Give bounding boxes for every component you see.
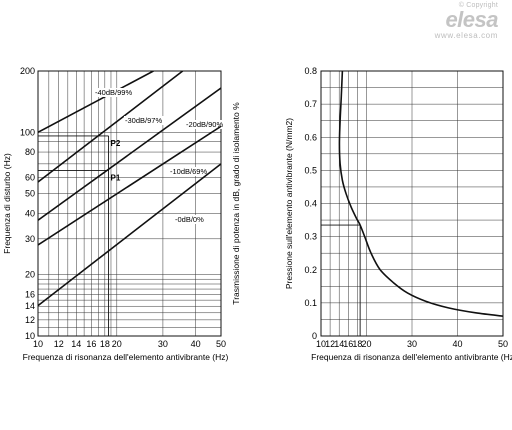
- website-url: www.elesa.com: [434, 31, 498, 40]
- series-label: -40dB/99%: [95, 88, 132, 97]
- y-tick-label: 0.8: [304, 66, 317, 76]
- y-tick-label: 80: [25, 147, 35, 157]
- y-axis-title: Frequenza di disturbo (Hz): [2, 153, 12, 254]
- series-line: [38, 125, 221, 246]
- series-label-bg: [174, 215, 207, 224]
- elesa-logo: elesa: [445, 7, 498, 32]
- x-tick-label: 12: [325, 339, 335, 349]
- x-tick-label: 10: [33, 339, 43, 349]
- x-tick-label: 20: [112, 339, 122, 349]
- series-line: [38, 163, 221, 307]
- series-label: -20dB/90%: [186, 120, 223, 129]
- point-label-p2: P2: [111, 139, 121, 148]
- series-label-bg: [185, 120, 226, 129]
- pressure-curve: [338, 71, 503, 317]
- y-tick-label: 0.1: [304, 298, 317, 308]
- series-line: [38, 71, 184, 183]
- x-tick-label: 50: [498, 339, 508, 349]
- x-tick-label: 18: [352, 339, 362, 349]
- y-tick-label: 100: [20, 127, 35, 137]
- y-tick-label: 10: [25, 331, 35, 341]
- series-label: -30dB/97%: [125, 116, 162, 125]
- x-tick-label: 30: [407, 339, 417, 349]
- y-tick-label: 0.2: [304, 265, 317, 275]
- x-tick-label: 18: [100, 339, 110, 349]
- y-axis-title: Pressione sull'elemento antivibrante (N/…: [284, 118, 294, 289]
- series-label: -0dB/0%: [175, 215, 204, 224]
- series-label-bg: [124, 116, 165, 125]
- x-tick-label: 14: [71, 339, 81, 349]
- y-tick-label: 16: [25, 289, 35, 299]
- copyright-text: © Copyright: [458, 2, 498, 9]
- y-tick-label: 0.4: [304, 199, 317, 209]
- x-axis-title: Frequenza di risonanza dell'elemento ant…: [23, 352, 229, 362]
- x-tick-label: 30: [158, 339, 168, 349]
- y-tick-label: 40: [25, 208, 35, 218]
- series-line: [38, 71, 154, 134]
- y-tick-label: 14: [25, 301, 35, 311]
- series-label-bg: [169, 167, 210, 176]
- y-tick-label: 200: [20, 66, 35, 76]
- y-tick-label: 0.7: [304, 99, 317, 109]
- series-label: -10dB/69%: [170, 167, 207, 176]
- y-tick-label: 0.3: [304, 232, 317, 242]
- y-tick-label: 0.5: [304, 165, 317, 175]
- plot-frame: [320, 70, 504, 337]
- x-tick-label: 20: [361, 339, 371, 349]
- y-tick-label: 12: [25, 315, 35, 325]
- y-axis-title-right: Trasmissione di potenza in dB, grado di …: [231, 102, 241, 305]
- x-tick-label: 16: [343, 339, 353, 349]
- point-label-p1: P1: [111, 173, 121, 182]
- series-label-bg: [94, 88, 135, 97]
- y-tick-label: 50: [25, 189, 35, 199]
- x-tick-label: 40: [191, 339, 201, 349]
- y-tick-label: 20: [25, 270, 35, 280]
- plot-frame: [37, 70, 222, 337]
- x-tick-label: 16: [86, 339, 96, 349]
- x-axis-title: Frequenza di risonanza dell'elemento ant…: [311, 352, 512, 362]
- series-line: [38, 87, 221, 221]
- x-tick-label: 12: [54, 339, 64, 349]
- x-tick-label: 40: [452, 339, 462, 349]
- elesa-watermark: © Copyright elesa www.elesa.com: [434, 2, 499, 40]
- x-tick-label: 50: [216, 339, 226, 349]
- x-tick-label: 14: [334, 339, 344, 349]
- y-tick-label: 0.6: [304, 132, 317, 142]
- y-tick-label: 60: [25, 173, 35, 183]
- y-tick-label: 30: [25, 234, 35, 244]
- y-tick-label: 0: [312, 331, 317, 341]
- x-tick-label: 10: [316, 339, 326, 349]
